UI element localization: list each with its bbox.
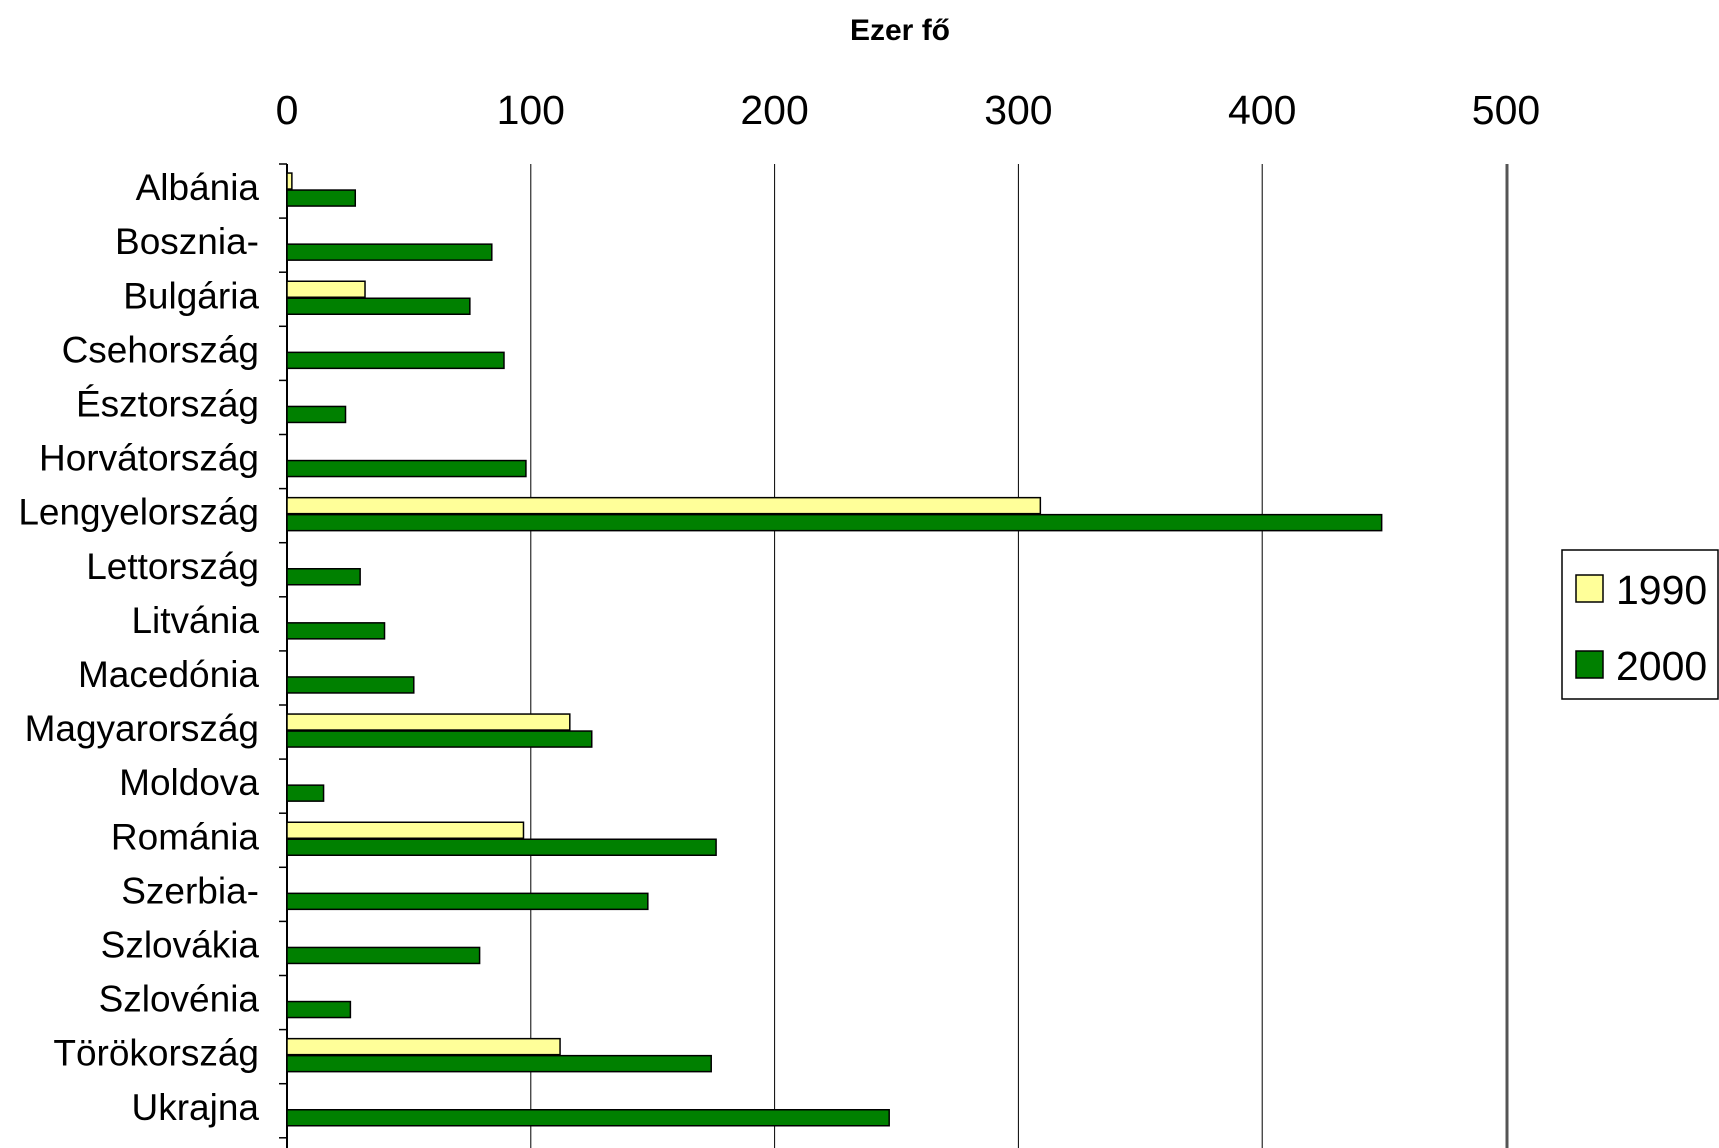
bar-2000 [286, 622, 386, 640]
category-label: Albánia [136, 167, 260, 208]
bar-2000 [286, 784, 325, 802]
category-label: Macedónia [78, 654, 259, 695]
bar-1990 [286, 821, 525, 839]
bar-2000 [286, 243, 493, 261]
x-tick-label: 100 [497, 87, 565, 133]
x-tick-label: 500 [1472, 87, 1540, 133]
bar-2000 [286, 568, 361, 586]
category-label: Moldova [119, 762, 259, 803]
bar-1990 [286, 1037, 561, 1056]
category-labels: Albánia Bosznia- Bulgária Csehország Észtors… [18, 167, 259, 1128]
bar-2000 [286, 513, 1383, 532]
bars [286, 172, 1383, 1127]
bar-2000 [286, 892, 649, 911]
bar-2000 [286, 1054, 712, 1073]
x-tick-label: 0 [276, 87, 299, 133]
bar-2000 [286, 730, 593, 748]
category-label: Szerbia- [121, 870, 259, 911]
category-label: Lettország [86, 546, 259, 587]
category-label: Bulgária [123, 275, 259, 316]
category-label: Csehország [62, 329, 259, 370]
bar-2000 [286, 1109, 890, 1127]
x-axis-ticks: 0 100 200 300 400 500 [276, 87, 1541, 133]
category-label: Litvánia [131, 600, 259, 641]
bar-2000 [286, 351, 505, 370]
bar-2000 [286, 946, 481, 965]
category-label: Románia [111, 816, 259, 857]
category-label: Észtország [76, 383, 259, 424]
bar-2000 [286, 459, 527, 478]
bar-1990 [286, 280, 366, 298]
y-axis [279, 163, 288, 1148]
bar-2000 [286, 838, 717, 856]
category-label: Ukrajna [132, 1087, 260, 1128]
bar-1990 [286, 713, 571, 731]
category-label: Szlovákia [101, 924, 260, 965]
legend-swatch-2000 [1575, 650, 1604, 679]
x-tick-label: 400 [1228, 87, 1296, 133]
category-label: Lengyelország [18, 492, 259, 533]
x-tick-label: 300 [984, 87, 1052, 133]
legend-swatch-1990 [1575, 574, 1604, 603]
bar-1990 [286, 172, 293, 190]
bar-1990 [286, 496, 1042, 515]
bar-2000 [286, 189, 357, 207]
bar-2000 [286, 405, 347, 424]
bar-2000 [286, 676, 415, 694]
chart-title: Ezer fő [850, 14, 950, 47]
category-label: Bosznia- [115, 221, 259, 262]
bar-2000 [286, 1000, 352, 1019]
category-label: Szlovénia [99, 979, 260, 1020]
category-label: Törökország [53, 1033, 259, 1074]
x-tick-label: 200 [740, 87, 808, 133]
bar-2000 [286, 297, 471, 315]
grid-lines [530, 164, 1509, 1148]
category-label: Magyarország [25, 708, 259, 749]
legend: 1990 2000 [1561, 549, 1719, 700]
category-label: Horvátország [39, 438, 259, 479]
legend-label-2000: 2000 [1616, 643, 1707, 689]
legend-label-1990: 1990 [1616, 567, 1707, 613]
